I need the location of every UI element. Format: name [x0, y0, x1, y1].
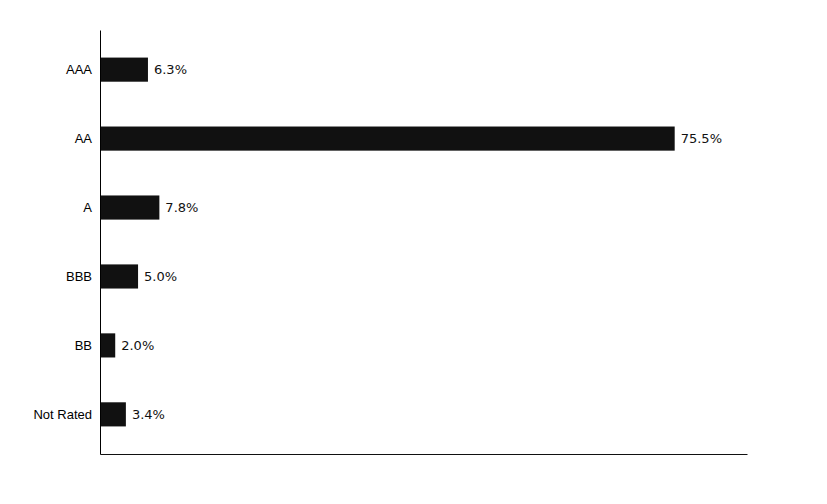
y-tick: BB — [75, 338, 100, 353]
y-axis: AAAAAABBBBBNot Rated — [33, 31, 100, 455]
y-tick-label: BBB — [66, 269, 92, 284]
bar — [100, 402, 126, 426]
bar — [100, 127, 675, 151]
data-label: 7.8% — [165, 200, 198, 215]
chart-svg: AAAAAABBBBBNot Rated6.3%75.5%7.8%5.0%2.0… — [0, 0, 827, 504]
bars — [100, 58, 675, 427]
y-tick-label: Not Rated — [33, 407, 92, 422]
plot: AAAAAABBBBBNot Rated6.3%75.5%7.8%5.0%2.0… — [33, 31, 747, 455]
y-tick-label: AA — [75, 131, 93, 146]
x-axis — [101, 454, 748, 455]
bar — [100, 333, 115, 357]
data-label: 6.3% — [154, 62, 187, 77]
y-tick: AA — [75, 131, 100, 146]
data-label: 2.0% — [121, 338, 154, 353]
y-axis-line — [100, 31, 101, 455]
chart-container: AAAAAABBBBBNot Rated6.3%75.5%7.8%5.0%2.0… — [0, 0, 827, 504]
y-tick-label: AAA — [66, 62, 92, 77]
bar — [100, 58, 148, 82]
bar — [100, 264, 138, 288]
y-tick: AAA — [66, 62, 100, 77]
bar — [100, 195, 159, 219]
x-axis-line — [101, 454, 748, 455]
y-tick-label: BB — [75, 338, 92, 353]
y-tick-label: A — [83, 200, 92, 215]
data-label: 75.5% — [681, 131, 722, 146]
data-labels: 6.3% 75.5% 7.8% 5.0% 2.0% 3.4% — [121, 62, 722, 422]
data-label: 3.4% — [132, 407, 165, 422]
y-tick: Not Rated — [33, 407, 100, 422]
y-tick: BBB — [66, 269, 100, 284]
data-label: 5.0% — [144, 269, 177, 284]
y-tick: A — [83, 200, 100, 215]
